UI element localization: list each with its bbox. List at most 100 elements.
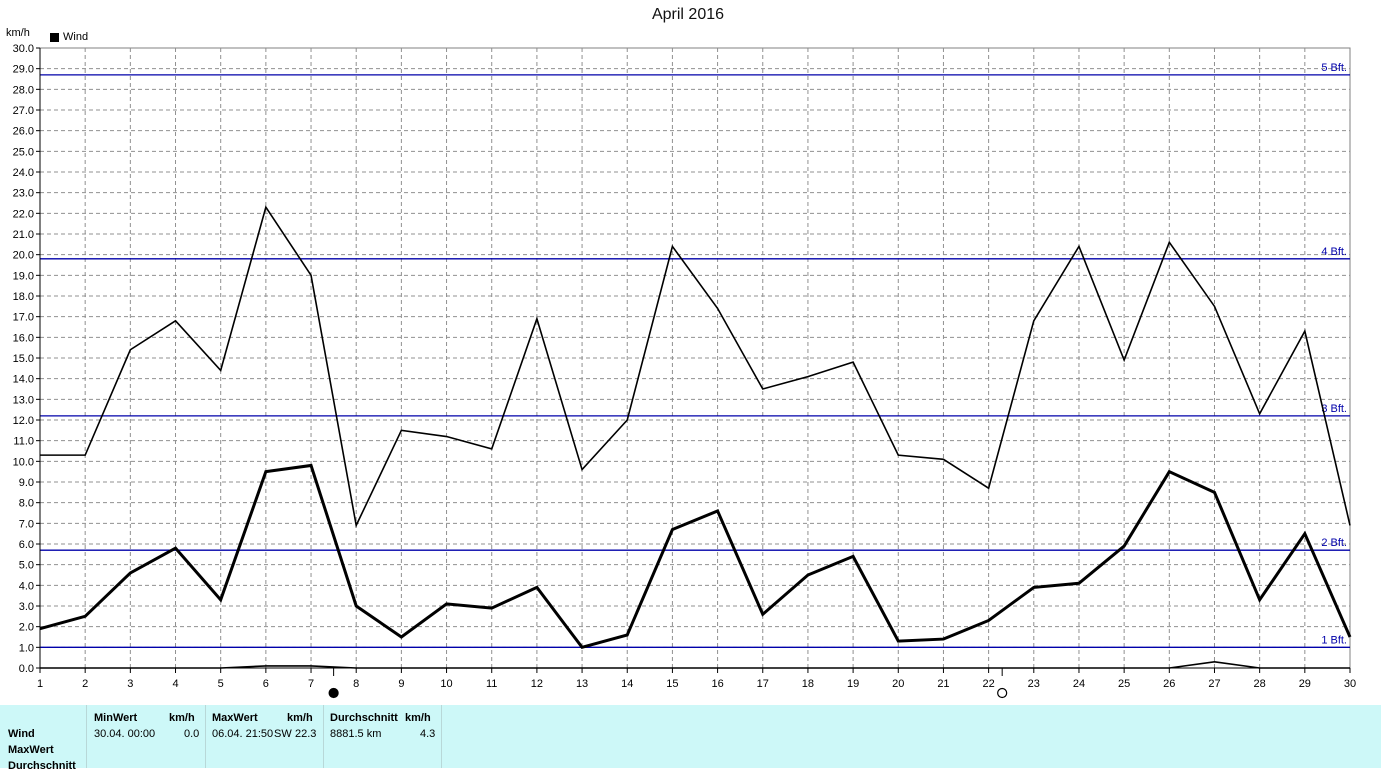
x-tick-label: 10 <box>440 678 452 690</box>
data-point <box>1349 636 1352 639</box>
y-tick-label: 15.0 <box>13 353 34 365</box>
stats-max-column: MaxWert km/h 06.04. 21:50 SW 22.3 <box>206 705 324 768</box>
y-tick-label: 30.0 <box>13 43 34 55</box>
beaufort-lines: 1 Bft. 2 Bft. 3 Bft. 4 Bft. 5 Bft. <box>40 62 1350 648</box>
max-direction: SW <box>274 728 292 740</box>
max-when: 06.04. 21:50 <box>212 728 274 740</box>
y-tick-label: 0.0 <box>19 663 34 675</box>
data-point <box>671 245 674 248</box>
data-point <box>400 429 403 432</box>
x-tick-label: 11 <box>486 678 497 690</box>
row-label-maxwert: MaxWert <box>8 744 54 756</box>
y-tick-label: 25.0 <box>13 146 34 158</box>
legend-label: Wind <box>63 31 89 43</box>
x-tick-label: 9 <box>398 678 404 690</box>
y-tick-label: 12.0 <box>13 415 34 427</box>
y-tick-label: 13.0 <box>13 394 34 406</box>
x-tick-label: 18 <box>802 678 814 690</box>
data-point <box>942 638 945 641</box>
data-point <box>1303 532 1306 535</box>
data-point <box>1032 586 1035 589</box>
y-tick-label: 5.0 <box>19 560 34 572</box>
moon-markers <box>328 668 1008 699</box>
y-tick-label: 14.0 <box>13 374 34 386</box>
data-point <box>535 586 538 589</box>
data-point <box>716 509 719 512</box>
max-header: MaxWert <box>212 712 258 724</box>
data-point <box>535 317 538 320</box>
data-point <box>84 454 87 457</box>
avg-header: Durchschnitt <box>330 712 398 724</box>
legend: Wind <box>50 31 88 43</box>
data-point <box>264 470 267 473</box>
data-point <box>1213 491 1216 494</box>
x-tick-label: 13 <box>576 678 588 690</box>
chart-title: April 2016 <box>651 6 725 23</box>
x-tick-label: 14 <box>621 678 633 690</box>
x-tick-label: 23 <box>1028 678 1040 690</box>
y-axis-unit-label: km/h <box>6 27 30 39</box>
x-tick-label: 8 <box>353 678 359 690</box>
y-tick-label: 17.0 <box>13 312 34 324</box>
x-tick-label: 12 <box>531 678 543 690</box>
y-tick-label: 10.0 <box>13 456 34 468</box>
beaufort-label: 3 Bft. <box>1321 403 1347 415</box>
data-point <box>264 664 267 667</box>
stats-row-labels: Wind MaxWert Durchschnitt <box>0 705 87 772</box>
data-point <box>445 435 448 438</box>
x-tick-label: 3 <box>127 678 133 690</box>
beaufort-label: 2 Bft. <box>1321 537 1347 549</box>
y-tick-label: 24.0 <box>13 167 34 179</box>
data-point <box>310 464 313 467</box>
x-tick-label: 16 <box>711 678 723 690</box>
data-point <box>852 555 855 558</box>
x-tick-label: 25 <box>1118 678 1130 690</box>
data-point <box>1303 330 1306 333</box>
data-point <box>445 602 448 605</box>
data-point <box>716 307 719 310</box>
beaufort-label: 5 Bft. <box>1321 62 1347 74</box>
x-tick-label: 20 <box>892 678 904 690</box>
x-tick-label: 22 <box>982 678 994 690</box>
data-point <box>1349 524 1352 527</box>
max-unit: km/h <box>287 712 313 724</box>
y-tick-label: 22.0 <box>13 208 34 220</box>
y-tick-label: 29.0 <box>13 64 34 76</box>
y-tick-label: 3.0 <box>19 601 34 613</box>
x-tick-label: 19 <box>847 678 859 690</box>
x-tick-label: 27 <box>1208 678 1220 690</box>
data-point <box>355 524 358 527</box>
max-value: 22.3 <box>295 728 317 740</box>
data-point <box>1168 470 1171 473</box>
data-point <box>1123 545 1126 548</box>
data-point <box>671 528 674 531</box>
data-point <box>761 388 764 391</box>
y-tick-label: 4.0 <box>19 580 34 592</box>
y-tick-label: 8.0 <box>19 498 34 510</box>
y-tick-label: 23.0 <box>13 188 34 200</box>
x-tick-label: 1 <box>37 678 43 690</box>
row-label-wind: Wind <box>8 728 35 740</box>
data-point <box>129 571 132 574</box>
series-line-0 <box>39 463 1352 650</box>
data-point <box>219 598 222 601</box>
avg-distance: 8881.5 km <box>330 728 382 740</box>
data-point <box>490 607 493 610</box>
data-point <box>310 664 313 667</box>
min-header: MinWert <box>94 712 138 724</box>
data-point <box>1077 245 1080 248</box>
y-tick-label: 2.0 <box>19 622 34 634</box>
data-point <box>626 633 629 636</box>
x-tick-label: 29 <box>1299 678 1311 690</box>
data-point <box>1032 319 1035 322</box>
data-point <box>1213 305 1216 308</box>
data-point <box>581 468 584 471</box>
data-point <box>987 487 990 490</box>
y-tick-label: 20.0 <box>13 250 34 262</box>
data-point <box>400 636 403 639</box>
y-tick-label: 16.0 <box>13 332 34 344</box>
y-tick-label: 7.0 <box>19 518 34 530</box>
data-point <box>1077 582 1080 585</box>
y-tick-label: 9.0 <box>19 477 34 489</box>
data-point <box>219 369 222 372</box>
